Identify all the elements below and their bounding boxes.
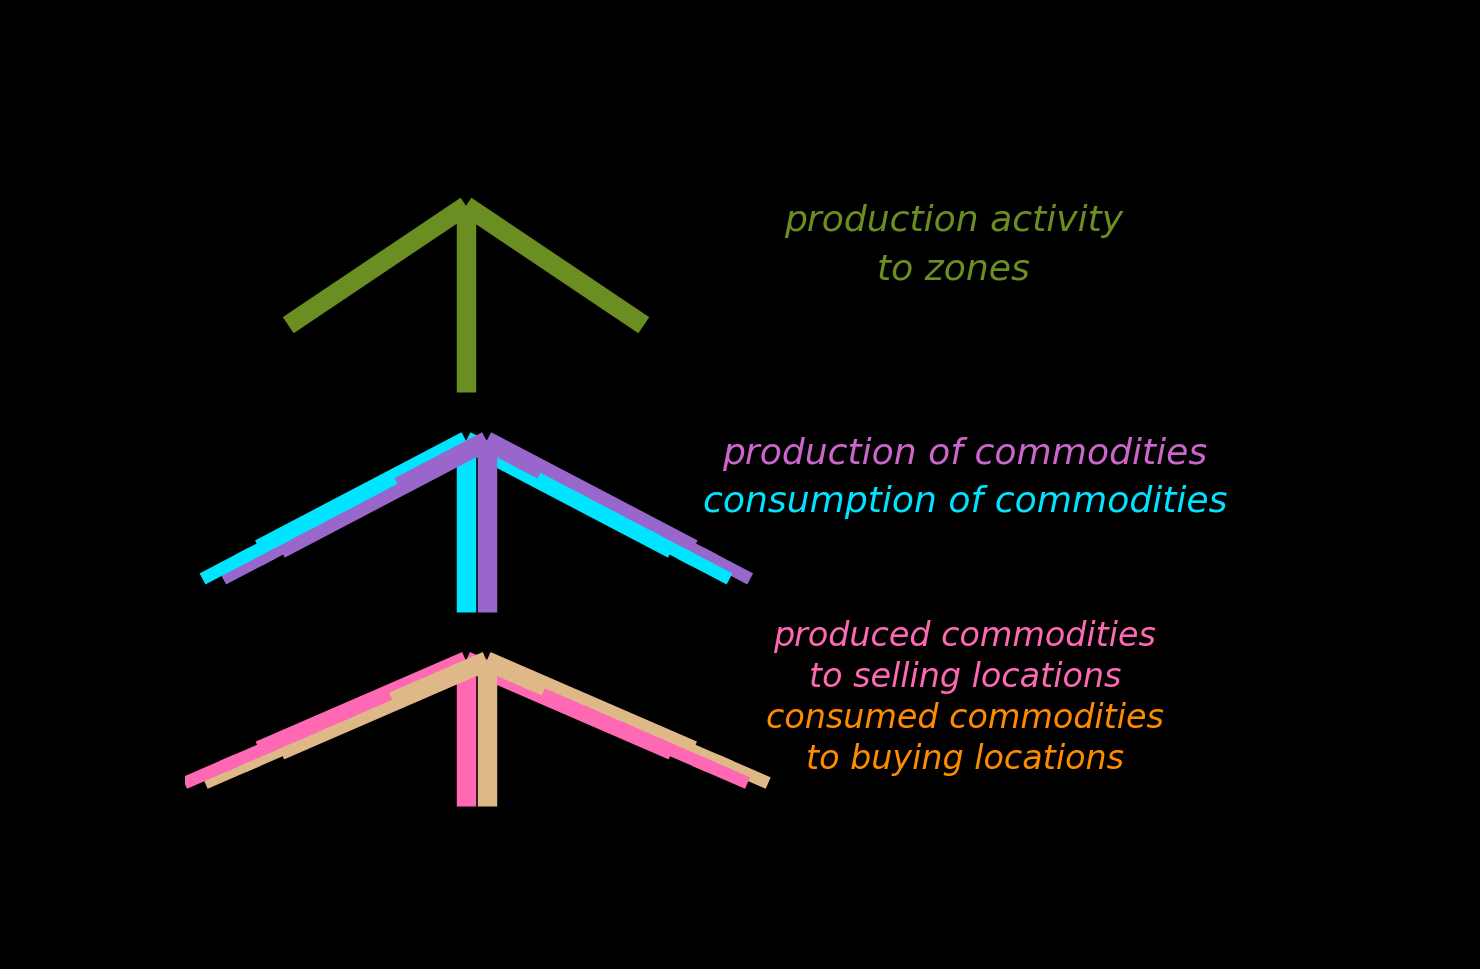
Text: to zones: to zones (878, 252, 1030, 286)
Text: consumption of commodities: consumption of commodities (703, 485, 1227, 519)
Text: to selling locations: to selling locations (808, 661, 1122, 694)
Text: production of commodities: production of commodities (722, 437, 1208, 471)
Text: produced commodities: produced commodities (774, 620, 1156, 653)
Text: consumed commodities: consumed commodities (767, 703, 1163, 735)
Text: production activity: production activity (784, 203, 1123, 237)
Text: to buying locations: to buying locations (807, 743, 1123, 776)
